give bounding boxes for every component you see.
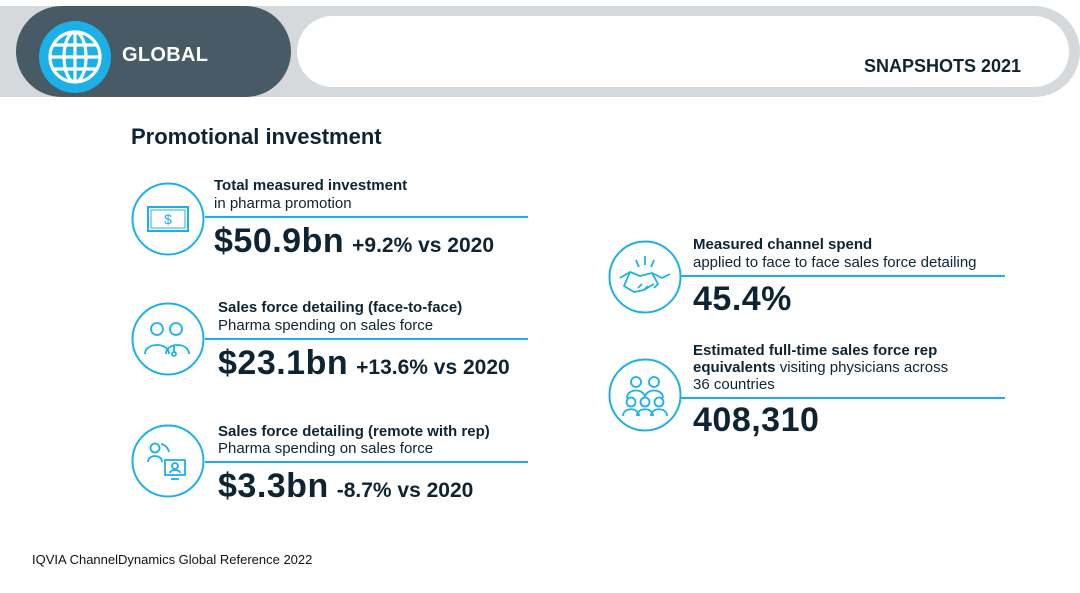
metric-value: 408,310	[693, 401, 820, 439]
metric-value: $50.9bn +9.2% vs 2020	[214, 222, 494, 260]
item-title: Sales force detailing (remote with rep)	[218, 423, 490, 440]
metric-change: +9.2% vs 2020	[352, 234, 494, 257]
item-subtitle: in pharma promotion	[214, 195, 352, 212]
section-title: Promotional investment	[131, 124, 382, 149]
dollar-bill-icon: $	[131, 182, 205, 256]
report-pill: SNAPSHOTS 2021	[297, 16, 1069, 87]
item-subtitle-line3: 36 countries	[693, 376, 775, 393]
metric-value: $23.1bn +13.6% vs 2020	[218, 344, 510, 382]
item-subtitle: equivalents visiting physicians across	[693, 359, 948, 377]
metric-change: -8.7% vs 2020	[336, 479, 474, 502]
divider	[205, 461, 528, 463]
region-tab: GLOBAL	[16, 6, 291, 97]
doctors-icon	[131, 302, 205, 376]
item-subtitle: Pharma spending on sales force	[218, 440, 434, 457]
item-subtitle-inline: visiting physicians across	[779, 359, 949, 376]
item-subtitle: Pharma spending on sales force	[218, 317, 434, 334]
item-title: Sales force detailing (face-to-face)	[218, 299, 463, 316]
divider	[680, 397, 1005, 399]
item-title-line2: equivalents	[693, 359, 776, 376]
metric-value: $3.3bn -8.7% vs 2020	[218, 467, 474, 505]
globe-icon	[39, 21, 111, 93]
people-group-icon	[608, 358, 682, 432]
remote-meeting-icon	[131, 424, 205, 498]
item-subtitle: applied to face to face sales force deta…	[693, 254, 977, 271]
item-title: Estimated full-time sales force rep	[693, 342, 938, 359]
source-footer: IQVIA ChannelDynamics Global Reference 2…	[32, 552, 313, 567]
region-label: GLOBAL	[122, 44, 209, 66]
metric-change: +13.6% vs 2020	[356, 356, 510, 379]
metric-value: 45.4%	[693, 280, 792, 318]
handshake-icon	[608, 240, 682, 314]
divider	[205, 216, 528, 218]
divider	[205, 338, 528, 340]
svg-text:$: $	[164, 211, 172, 227]
report-label: SNAPSHOTS 2021	[863, 56, 1021, 76]
item-title: Measured channel spend	[693, 236, 873, 253]
item-title: Total measured investment	[214, 177, 408, 194]
divider	[680, 275, 1005, 277]
